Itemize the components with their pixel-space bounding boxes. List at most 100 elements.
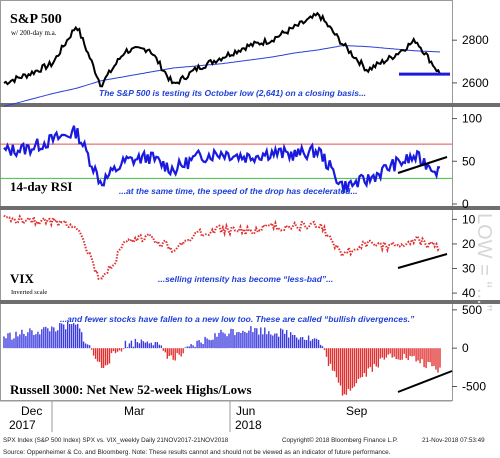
breadth-bar — [218, 332, 220, 349]
breadth-bar — [371, 348, 373, 372]
breadth-bar — [77, 323, 79, 349]
breadth-bar — [236, 332, 238, 349]
breadth-bar — [17, 336, 19, 349]
breadth-bar — [27, 332, 29, 349]
breadth-bar — [369, 348, 371, 368]
footer-left: SPX Index (S&P 500 Index) SPX vs. VIX_we… — [3, 437, 229, 444]
breadth-bar — [335, 348, 338, 378]
breadth-bar — [339, 348, 342, 386]
breadth-bar — [323, 348, 326, 350]
breadth-bar — [260, 327, 262, 349]
breadth-bar — [37, 331, 39, 349]
breadth-bar — [11, 339, 13, 349]
breadth-bar — [238, 332, 240, 349]
breadth-bar — [148, 343, 150, 349]
spx-price-line — [3, 11, 441, 88]
breadth-bar — [331, 348, 334, 371]
breadth-bar — [307, 335, 310, 349]
breadth-bar — [311, 339, 314, 349]
breadth-bar — [246, 332, 248, 349]
breadth-bar — [248, 330, 250, 349]
breadth-bar — [401, 348, 403, 360]
breadth-y-tick: 500 — [462, 303, 482, 317]
breadth-bar — [299, 337, 302, 349]
breadth-bar — [92, 348, 95, 356]
breadth-panel: 500 0 -500 — [3, 303, 486, 396]
breadth-bar — [35, 334, 37, 349]
breadth-bar — [214, 333, 216, 349]
breadth-bar — [305, 340, 308, 349]
breadth-bar — [134, 338, 137, 349]
source-note: Source: Oppenheimer & Co. and Bloomberg.… — [3, 449, 391, 456]
breadth-bar — [409, 348, 411, 356]
breadth-bar — [168, 348, 170, 356]
rsi-y-tick: 100 — [462, 112, 482, 126]
breadth-bar — [176, 348, 178, 354]
breadth-bar — [212, 339, 214, 349]
breadth-bar — [63, 324, 65, 349]
breadth-bar — [317, 339, 320, 349]
breadth-bar — [268, 331, 270, 349]
x-tick-sep: Sep — [346, 404, 368, 418]
breadth-bar — [75, 324, 77, 349]
vix-y-tick: 10 — [462, 212, 476, 226]
breadth-bar — [114, 348, 117, 354]
breadth-bar — [112, 348, 115, 352]
breadth-bar — [303, 339, 306, 349]
breadth-bar — [82, 341, 85, 349]
breadth-bar — [309, 340, 312, 349]
breadth-bar — [188, 346, 190, 349]
breadth-bar — [351, 348, 354, 389]
breadth-bar — [140, 339, 143, 349]
spx-subtitle: w/ 200-day m.a. — [11, 29, 57, 37]
rsi-y-tick: 0 — [462, 197, 469, 211]
breadth-bar — [116, 348, 119, 352]
breadth-bar — [403, 348, 405, 354]
breadth-bar — [353, 348, 356, 387]
breadth-bar — [301, 337, 304, 349]
breadth-bar — [110, 348, 113, 354]
breadth-bar — [381, 348, 383, 358]
footer-right: 21-Nov-2018 07:53:49 — [422, 437, 485, 444]
breadth-bar — [130, 340, 133, 349]
vix-y-tick: 40 — [462, 286, 476, 300]
breadth-bar — [222, 332, 224, 349]
breadth-bar — [100, 348, 103, 368]
breadth-bar — [126, 347, 129, 349]
breadth-bar — [61, 323, 63, 349]
breadth-bar — [367, 348, 369, 369]
breadth-bar — [266, 334, 268, 349]
breadth-bar — [39, 334, 41, 349]
breadth-bar — [41, 329, 43, 349]
spx-ma-line — [3, 44, 440, 107]
breadth-bar — [347, 348, 350, 389]
breadth-bar — [174, 348, 176, 361]
breadth-bar — [21, 329, 23, 349]
breadth-bar — [240, 333, 242, 349]
breadth-annotation: ...and fewer stocks have fallen to a new… — [60, 314, 415, 324]
breadth-bar — [272, 335, 274, 349]
breadth-bar — [55, 331, 57, 349]
breadth-bar — [210, 340, 212, 349]
breadth-bar — [102, 348, 105, 368]
breadth-bar — [90, 348, 93, 350]
breadth-bar — [355, 348, 358, 384]
breadth-bar — [234, 335, 236, 349]
breadth-bar — [224, 333, 226, 349]
rsi-title: 14-day RSI — [10, 179, 73, 194]
breadth-bar — [325, 348, 328, 357]
breadth-bar — [357, 348, 360, 379]
breadth-bar — [86, 344, 89, 349]
breadth-bar — [118, 348, 121, 351]
breadth-bar — [69, 324, 71, 349]
x-tick-jun: Jun — [236, 404, 255, 418]
breadth-bar — [190, 344, 192, 349]
breadth-bar — [180, 348, 182, 357]
breadth-bar — [296, 337, 298, 349]
breadth-bar — [270, 334, 272, 349]
breadth-bar — [122, 348, 125, 349]
x-tick-mar: Mar — [124, 404, 145, 418]
breadth-bar — [146, 341, 148, 349]
breadth-bar — [45, 326, 47, 349]
breadth-bar — [321, 346, 324, 349]
